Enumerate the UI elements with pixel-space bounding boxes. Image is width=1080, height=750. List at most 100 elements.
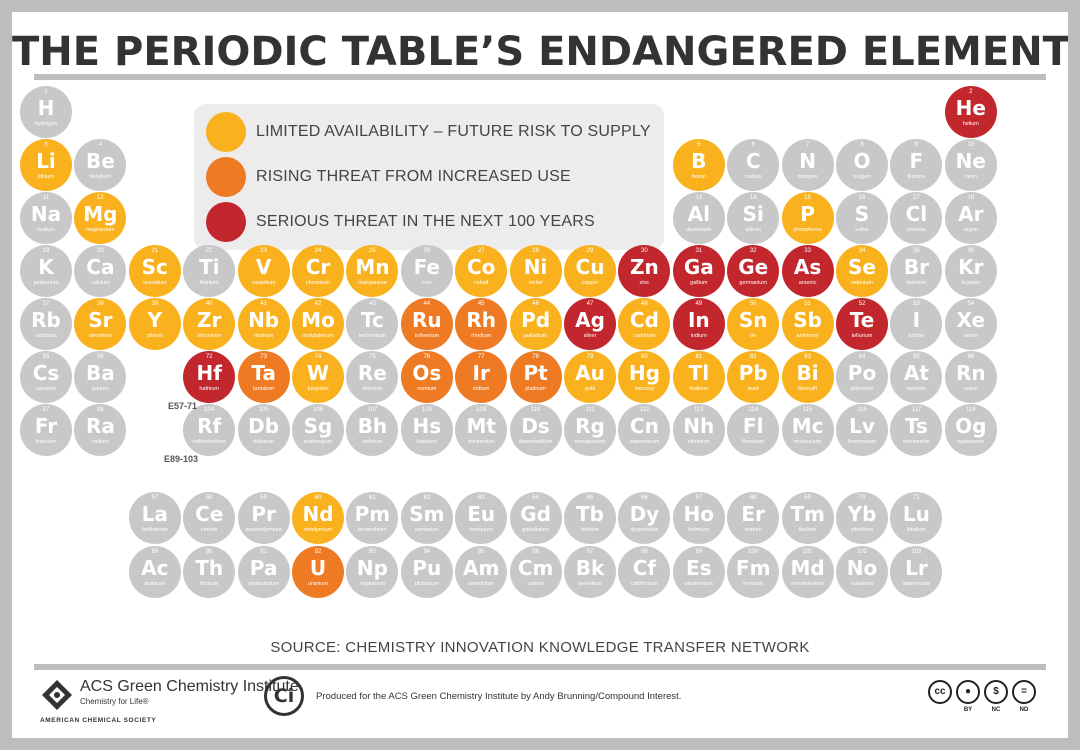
element-symbol: Al [687, 202, 710, 226]
element-symbol: Po [847, 361, 877, 385]
element-name: boron [691, 174, 706, 180]
element-number: 85 [913, 354, 920, 360]
element-name: praseodymium [245, 527, 282, 533]
element-symbol: C [745, 149, 761, 173]
element-titanium: 22 Ti titanium [183, 245, 236, 297]
element-symbol: Ni [523, 255, 548, 279]
element-polonium: 84 Po polonium [836, 351, 888, 403]
element-ytterbium: 70 Yb ytterbium [836, 492, 888, 544]
element-number: 99 [695, 548, 703, 555]
element-symbol: Fm [735, 555, 771, 580]
element-name: caesium [35, 386, 57, 392]
element-symbol: Hg [628, 361, 660, 385]
source-note: SOURCE: CHEMISTRY INNOVATION KNOWLEDGE T… [270, 639, 810, 656]
element-name: iodine [909, 333, 924, 339]
element-promethium: 61 Pm promethium [346, 492, 399, 544]
by-icon: ● [956, 680, 980, 704]
element-darmstadtium: 110 Ds darmstadtium [509, 404, 562, 456]
element-symbol: Au [575, 361, 605, 385]
element-name: astatine [906, 386, 927, 392]
element-number: 41 [260, 301, 267, 307]
element-symbol: W [306, 361, 330, 385]
element-number: 104 [204, 407, 215, 413]
element-symbol: Ra [85, 414, 115, 438]
element-number: 31 [695, 248, 703, 254]
element-name: mercury [634, 386, 655, 392]
element-neodymium: 60 Nd neodymium [292, 492, 344, 544]
element-zinc: 30 Zn zinc [618, 245, 671, 297]
element-symbol: Hf [196, 361, 222, 385]
element-niobium: 41 Nb niobium [237, 298, 290, 350]
element-number: 53 [913, 301, 920, 307]
element-barium: 56 Ba barium [74, 351, 127, 403]
element-number: 47 [586, 301, 594, 307]
element-number: 34 [858, 248, 866, 254]
element-rhodium: 45 Rh rhodium [455, 298, 508, 350]
element-symbol: U [309, 555, 327, 580]
element-arsenic: 33 As arsenic [781, 245, 834, 297]
element-name: fluorine [907, 174, 926, 180]
element-ruthenium: 44 Ru ruthenium [400, 298, 453, 350]
element-symbol: Pd [521, 308, 551, 332]
element-name: helium [962, 121, 979, 127]
element-name: magnesium [86, 227, 115, 233]
element-symbol: Eu [467, 502, 496, 526]
element-name: barium [91, 386, 109, 392]
element-lanthanum: 57 La lanthanum [128, 492, 181, 544]
element-dubnium: 105 Db dubnium [237, 404, 290, 456]
element-number: 77 [477, 354, 485, 360]
element-name: lithium [38, 174, 54, 180]
element-chromium: 24 Cr chromium [292, 245, 344, 297]
element-number: 16 [858, 195, 866, 201]
element-number: 103 [911, 548, 922, 555]
element-number: 62 [423, 495, 431, 501]
element-name: cerium [200, 527, 218, 533]
element-symbol: Db [248, 414, 280, 438]
element-number: 94 [423, 548, 431, 555]
element-iridium: 77 Ir iridium [455, 351, 508, 403]
element-name: berkelium [578, 580, 602, 587]
element-symbol: Ga [683, 255, 714, 279]
element-name: xenon [963, 333, 979, 339]
element-symbol: Tl [688, 361, 710, 385]
element-number: 45 [477, 301, 485, 307]
nc-label: NC [991, 707, 1001, 713]
element-symbol: Cr [305, 255, 331, 279]
element-cobalt: 27 Co cobalt [455, 245, 508, 297]
nc-icon: $ [984, 680, 1008, 704]
footer-divider [34, 664, 1046, 670]
element-symbol: I [912, 308, 921, 332]
element-name: rhodium [471, 333, 492, 339]
element-number: 56 [97, 354, 104, 360]
element-caesium: 55 Cs caesium [20, 351, 72, 403]
element-name: platinum [525, 386, 546, 392]
legend-label-serious: SERIOUS THREAT IN THE NEXT 100 YEARS [256, 213, 595, 230]
element-name: arsenic [798, 280, 817, 286]
element-number: 65 [586, 495, 594, 501]
element-name: tungsten [307, 386, 329, 392]
element-symbol: Nb [248, 308, 280, 332]
element-silver: 47 Ag silver [564, 298, 616, 350]
acs-logo: ACS Green Chemistry Institute Chemistry … [40, 678, 299, 726]
element-cadmium: 48 Cd cadmium [618, 298, 671, 350]
element-number: 75 [369, 354, 376, 360]
element-number: 14 [749, 195, 757, 201]
element-name: americium [468, 580, 494, 587]
element-platinum: 78 Pt platinum [509, 351, 562, 403]
element-number: 74 [314, 354, 322, 360]
element-symbol: At [903, 361, 929, 385]
element-symbol: Bi [796, 361, 819, 385]
element-name: gallium [690, 280, 708, 286]
element-symbol: V [255, 255, 272, 279]
element-name: technetium [358, 333, 386, 339]
element-symbol: Pb [738, 361, 768, 385]
element-lutetium: 71 Lu lutetium [890, 492, 943, 544]
element-number: 98 [641, 548, 648, 555]
element-number: 105 [258, 407, 269, 413]
element-name: curium [527, 580, 544, 587]
element-symbol: Ts [904, 414, 928, 438]
poster: THE PERIODIC TABLE’S ENDANGERED ELEMENTS… [12, 12, 1068, 738]
